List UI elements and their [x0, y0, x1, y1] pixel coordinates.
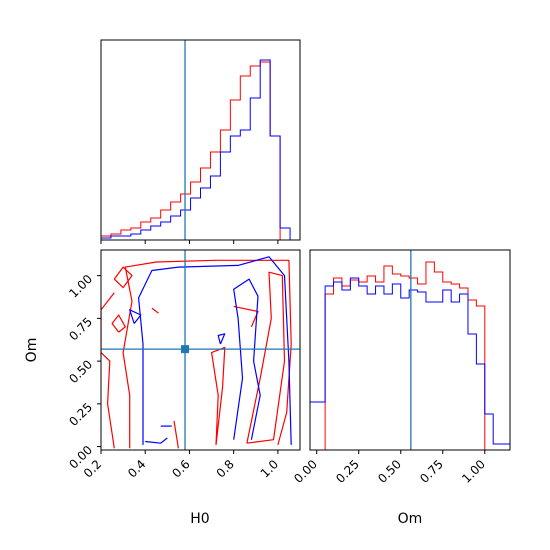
joint-contour-panel: 0.2 0.4 0.6 0.8 1.00.000.250.500.751.00 — [66, 249, 301, 480]
x-tick-label: 1.0 — [258, 457, 281, 480]
contour-line-red — [113, 266, 133, 289]
x-tick-label: 0.00 — [291, 457, 320, 486]
h0-marginal-panel — [100, 39, 301, 244]
contour-line-red — [173, 420, 179, 449]
x-tick-label: 0.4 — [125, 457, 148, 480]
truth-marker — [181, 345, 190, 354]
panel-frame — [100, 249, 301, 451]
histogram-area — [101, 40, 300, 240]
contour-area — [101, 250, 300, 450]
panel-frame — [309, 249, 511, 451]
contour-line-red — [122, 259, 292, 449]
panel-frame — [100, 39, 301, 241]
contour-line-blue — [138, 256, 292, 445]
x-tick-label: 1.00 — [459, 457, 488, 486]
y-tick-label: 1.00 — [66, 272, 95, 301]
contour-line-blue — [217, 333, 226, 345]
x-tick-label: 0.25 — [333, 457, 362, 486]
y-tick-label: 0.50 — [66, 357, 95, 386]
y-tick-label: 0.25 — [66, 400, 95, 429]
histogram-area — [310, 250, 510, 450]
contour-line-blue — [129, 309, 142, 324]
contour-line-red — [246, 271, 286, 444]
contour-line-red — [211, 346, 226, 445]
om-marginal-panel: 0.00 0.25 0.50 0.75 1.00 — [291, 249, 511, 486]
contour-line-red — [111, 314, 126, 333]
hist-series-blue — [101, 59, 300, 240]
contour-line-red — [101, 292, 115, 449]
y-tick-label: 0.75 — [66, 315, 95, 344]
x-tick-label: 0.75 — [417, 457, 446, 486]
contour-line-blue — [145, 437, 168, 444]
x-axis-label-h0: H0 — [190, 511, 209, 527]
x-tick-label: 0.8 — [214, 457, 237, 480]
contour-line-red — [151, 307, 159, 314]
hist-series-blue — [310, 277, 510, 450]
x-axis-label-om: Om — [398, 511, 423, 527]
x-tick-label: 0.6 — [169, 457, 192, 480]
contour-line-red — [233, 305, 259, 328]
contour-line-blue — [233, 278, 261, 440]
x-tick-label: 0.50 — [375, 457, 404, 486]
y-axis-label-om: Om — [24, 338, 40, 363]
